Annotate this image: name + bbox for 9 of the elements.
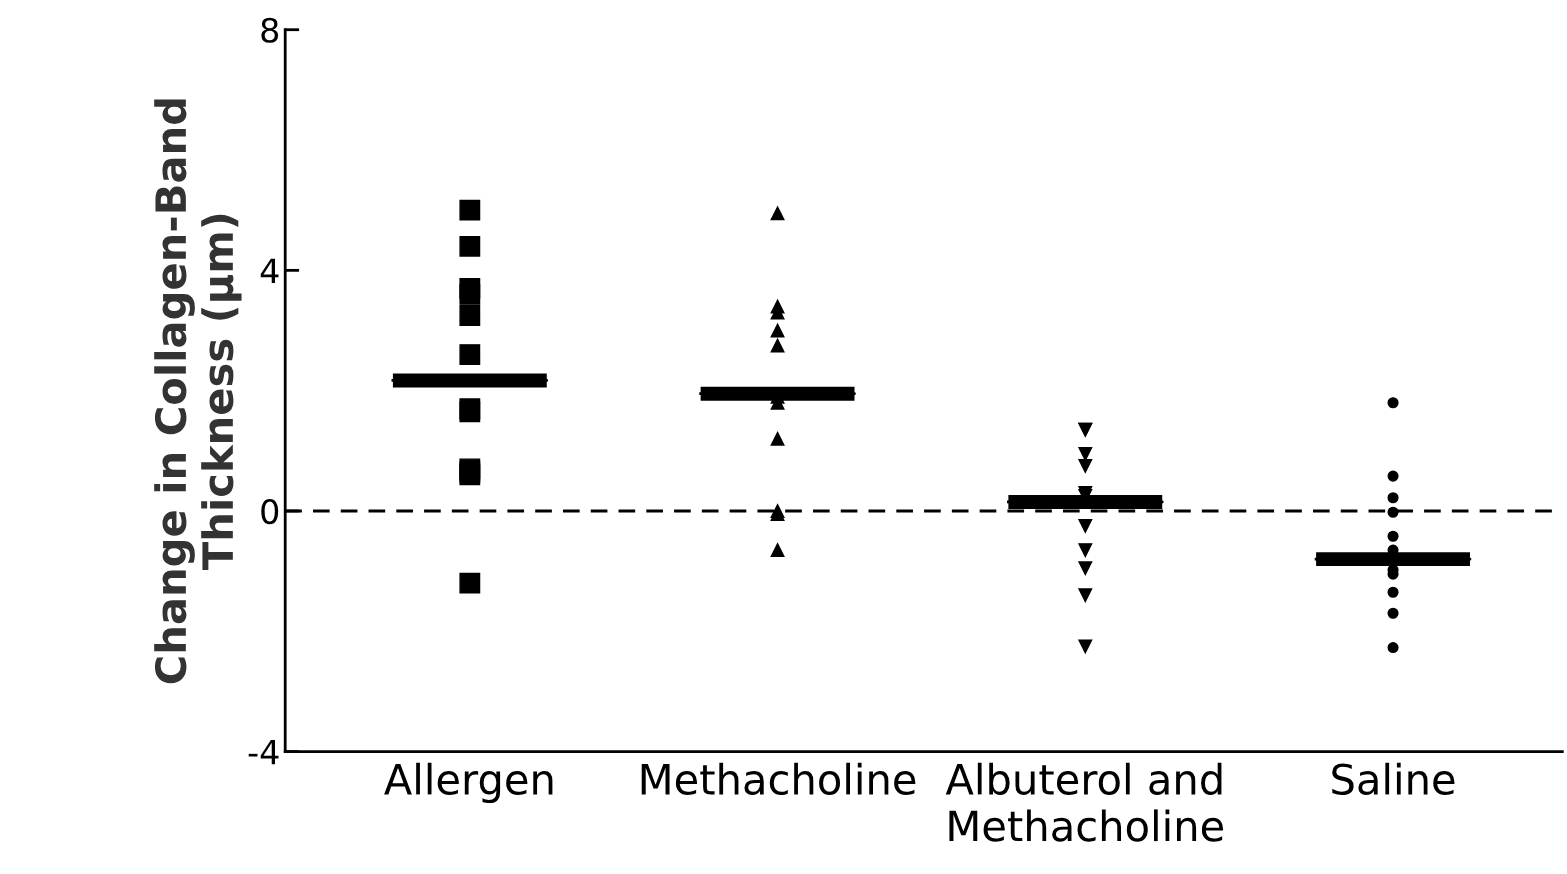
y-axis-title: Change in Collagen-Band Thickness (μm) xyxy=(154,99,242,684)
x-tick-label: Saline xyxy=(1332,762,1455,795)
y-tick-label: 8 xyxy=(261,17,279,43)
x-tick-label: Methacholine xyxy=(641,762,916,795)
y-tick-label: -4 xyxy=(248,740,279,765)
x-tick-label: Allergen xyxy=(384,762,553,804)
x-tick-label: Albuterol and Methacholine xyxy=(945,762,1224,842)
y-tick-label: 4 xyxy=(260,258,279,284)
y-tick-label: 0 xyxy=(261,498,279,525)
